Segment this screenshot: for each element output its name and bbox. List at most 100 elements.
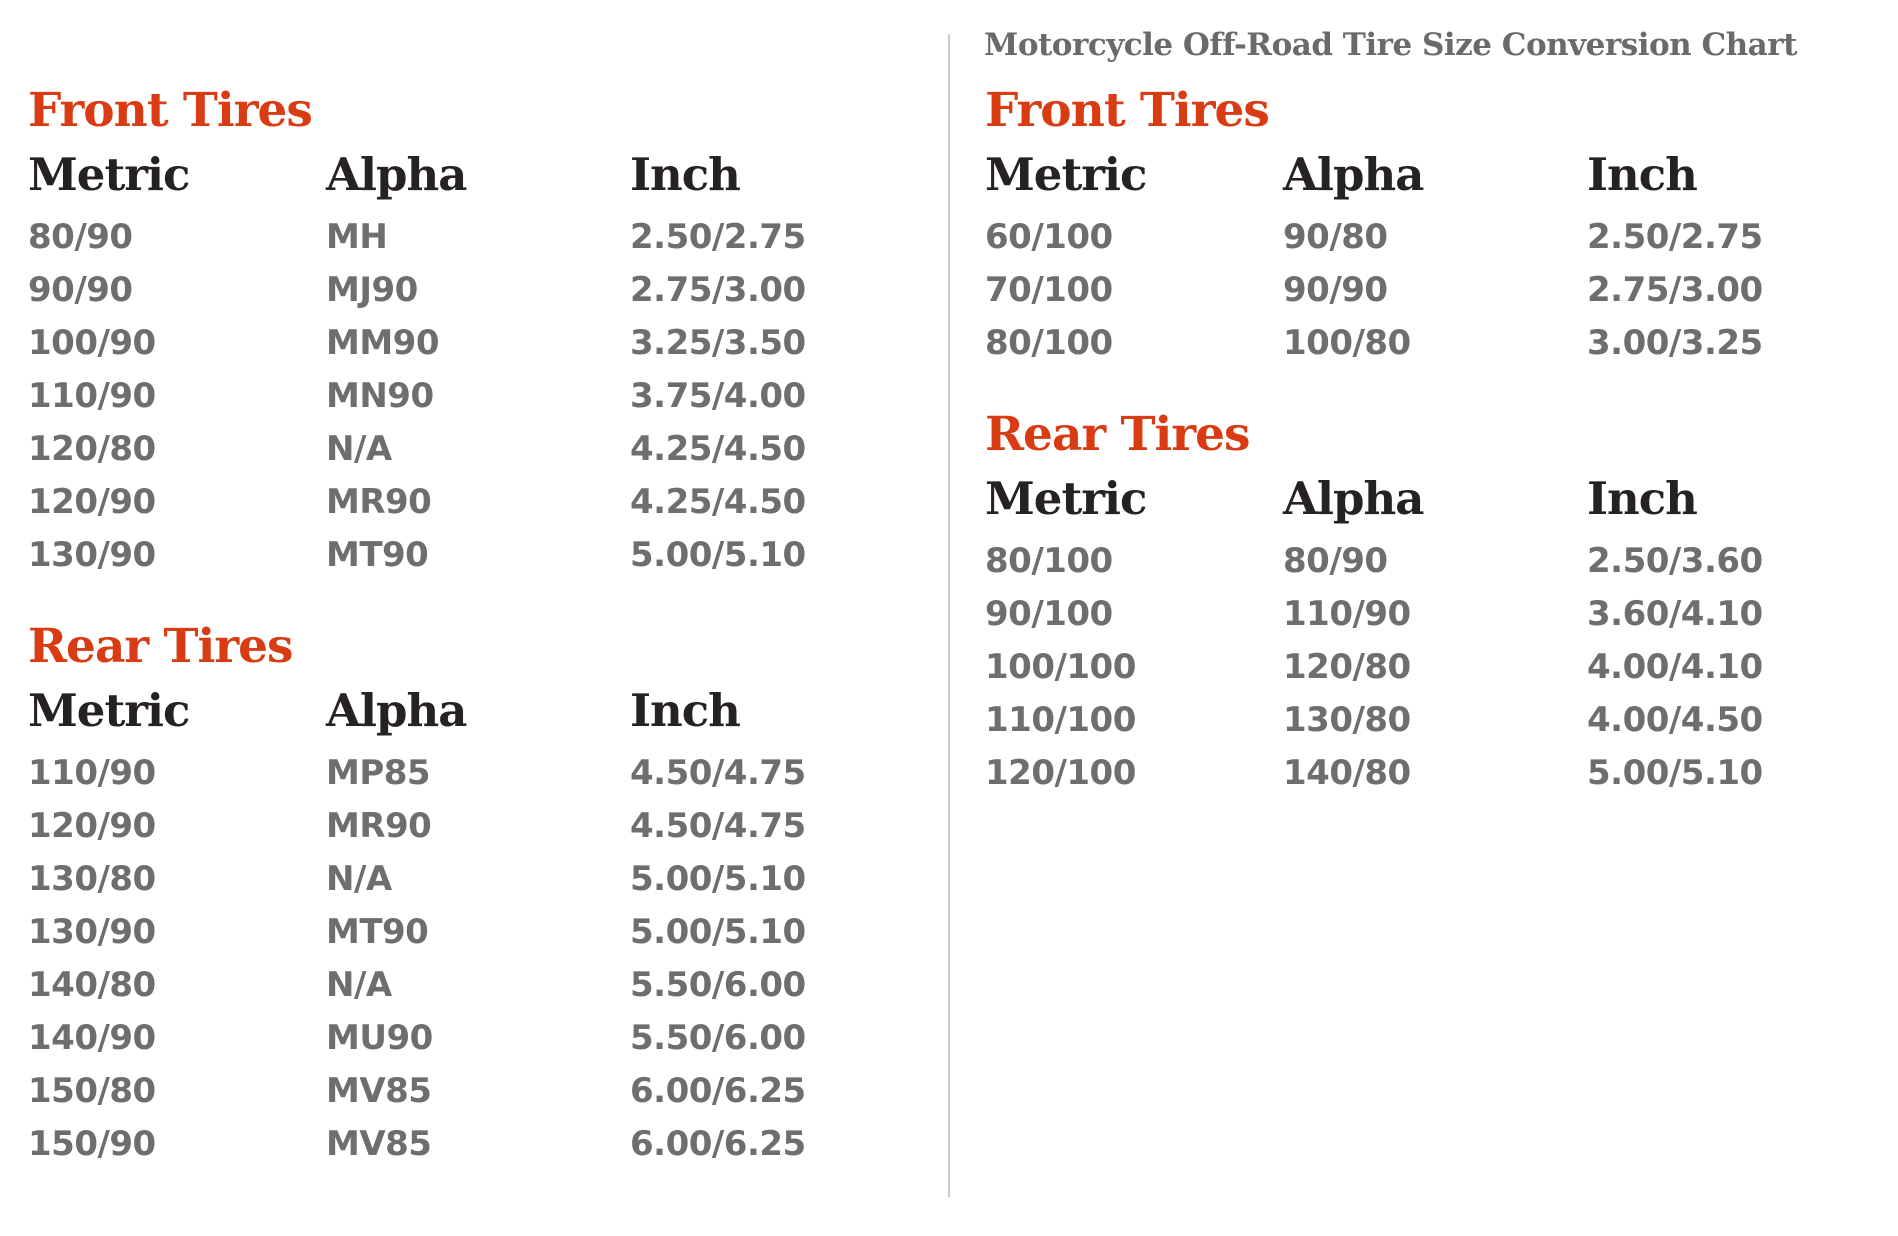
alpha-value: 90/80 [1283,216,1388,257]
metric-value: 130/80 [28,858,156,899]
alpha-value: MT90 [326,911,429,952]
table-row: 140/90 MU90 5.50/6.00 [28,1012,928,1065]
inch-value: 6.00/6.25 [630,1123,806,1164]
column-header: Metric [28,683,190,737]
table-row: 80/100 80/90 2.50/3.60 [985,535,1885,588]
street-tire-conversion-panel: Front Tires Metric Alpha Inch 80/90 MH 2.50/2.… [28,86,928,1171]
column-header: Metric [28,147,190,201]
metric-value: 80/100 [985,322,1113,363]
table-row: 60/100 90/80 2.50/2.75 [985,211,1885,264]
alpha-value: MV85 [326,1070,432,1111]
column-header: Inch [630,147,741,201]
inch-value: 5.50/6.00 [630,1017,806,1058]
column-header-row: Metric Alpha Inch [985,476,1885,521]
table-row: 120/100 140/80 5.00/5.10 [985,747,1885,800]
metric-value: 150/80 [28,1070,156,1111]
section-heading: Rear Tires [28,618,294,674]
metric-value: 110/90 [28,375,156,416]
metric-value: 100/100 [985,646,1136,687]
inch-value: 5.00/5.10 [630,911,806,952]
column-header: Alpha [326,683,467,737]
metric-value: 140/80 [28,964,156,1005]
column-header-row: Metric Alpha Inch [985,152,1885,197]
metric-value: 150/90 [28,1123,156,1164]
alpha-value: MR90 [326,805,432,846]
alpha-value: MT90 [326,534,429,575]
metric-value: 60/100 [985,216,1113,257]
table-row: 120/90 MR90 4.25/4.50 [28,476,928,529]
alpha-value: 100/80 [1283,322,1411,363]
table-row: 100/100 120/80 4.00/4.10 [985,641,1885,694]
metric-value: 80/90 [28,216,133,257]
alpha-value: MJ90 [326,269,418,310]
alpha-value: MH [326,216,388,257]
section-front-tires: Front Tires Metric Alpha Inch 60/100 90/80 2.5… [985,86,1885,370]
metric-value: 80/100 [985,540,1113,581]
metric-value: 120/90 [28,481,156,522]
table-row: 150/90 MV85 6.00/6.25 [28,1118,928,1171]
column-header: Metric [985,147,1147,201]
inch-value: 3.00/3.25 [1587,322,1763,363]
inch-value: 5.00/5.10 [1587,752,1763,793]
section-front-tires: Front Tires Metric Alpha Inch 80/90 MH 2.50/2.… [28,86,928,582]
section-rear-tires: Rear Tires Metric Alpha Inch 80/100 80/90 2.50… [985,409,1885,800]
inch-value: 4.50/4.75 [630,752,806,793]
metric-value: 140/90 [28,1017,156,1058]
table-row: 110/90 MP85 4.50/4.75 [28,747,928,800]
column-header: Metric [985,471,1147,525]
inch-value: 4.00/4.50 [1587,699,1763,740]
metric-value: 110/90 [28,752,156,793]
inch-value: 3.60/4.10 [1587,593,1763,634]
inch-value: 4.25/4.50 [630,481,806,522]
metric-value: 130/90 [28,534,156,575]
table-row: 80/90 MH 2.50/2.75 [28,211,928,264]
alpha-value: 130/80 [1283,699,1411,740]
alpha-value: N/A [326,964,392,1005]
section-heading: Front Tires [985,83,1270,138]
column-header: Alpha [326,147,467,201]
column-header: Alpha [1283,471,1424,525]
metric-value: 120/80 [28,428,156,469]
inch-value: 4.25/4.50 [630,428,806,469]
metric-value: 120/90 [28,805,156,846]
inch-value: 4.50/4.75 [630,805,806,846]
column-header: Inch [1587,147,1698,201]
section-rear-tires: Rear Tires Metric Alpha Inch 110/90 MP85 4.50/… [28,618,928,1171]
table-row: 90/90 MJ90 2.75/3.00 [28,264,928,317]
table-row: 70/100 90/90 2.75/3.00 [985,264,1885,317]
inch-value: 6.00/6.25 [630,1070,806,1111]
alpha-value: 110/90 [1283,593,1411,634]
alpha-value: 120/80 [1283,646,1411,687]
alpha-value: MU90 [326,1017,433,1058]
offroad-tire-conversion-panel: Front Tires Metric Alpha Inch 60/100 90/80 2.5… [985,86,1885,800]
alpha-value: MR90 [326,481,432,522]
metric-value: 90/90 [28,269,133,310]
column-header: Inch [630,683,741,737]
table-row: 130/90 MT90 5.00/5.10 [28,529,928,582]
section-heading: Front Tires [28,83,313,138]
table-row: 120/90 MR90 4.50/4.75 [28,800,928,853]
table-row: 90/100 110/90 3.60/4.10 [985,588,1885,641]
metric-value: 120/100 [985,752,1136,793]
table-row: 80/100 100/80 3.00/3.25 [985,317,1885,370]
alpha-value: N/A [326,858,392,899]
inch-value: 4.00/4.10 [1587,646,1763,687]
table-row: 110/90 MN90 3.75/4.00 [28,370,928,423]
table-row: 130/90 MT90 5.00/5.10 [28,906,928,959]
inch-value: 2.50/2.75 [630,216,806,257]
column-header: Inch [1587,471,1698,525]
metric-value: 110/100 [985,699,1136,740]
column-header-row: Metric Alpha Inch [28,688,928,733]
alpha-value: MN90 [326,375,434,416]
inch-value: 3.75/4.00 [630,375,806,416]
inch-value: 2.50/2.75 [1587,216,1763,257]
inch-value: 2.75/3.00 [1587,269,1763,310]
table-row: 120/80 N/A 4.25/4.50 [28,423,928,476]
chart-title: Motorcycle Off-Road Tire Size Conversion… [984,27,1797,63]
alpha-value: N/A [326,428,392,469]
column-header-row: Metric Alpha Inch [28,152,928,197]
table-row: 150/80 MV85 6.00/6.25 [28,1065,928,1118]
column-header: Alpha [1283,147,1424,201]
inch-value: 5.50/6.00 [630,964,806,1005]
inch-value: 5.00/5.10 [630,858,806,899]
